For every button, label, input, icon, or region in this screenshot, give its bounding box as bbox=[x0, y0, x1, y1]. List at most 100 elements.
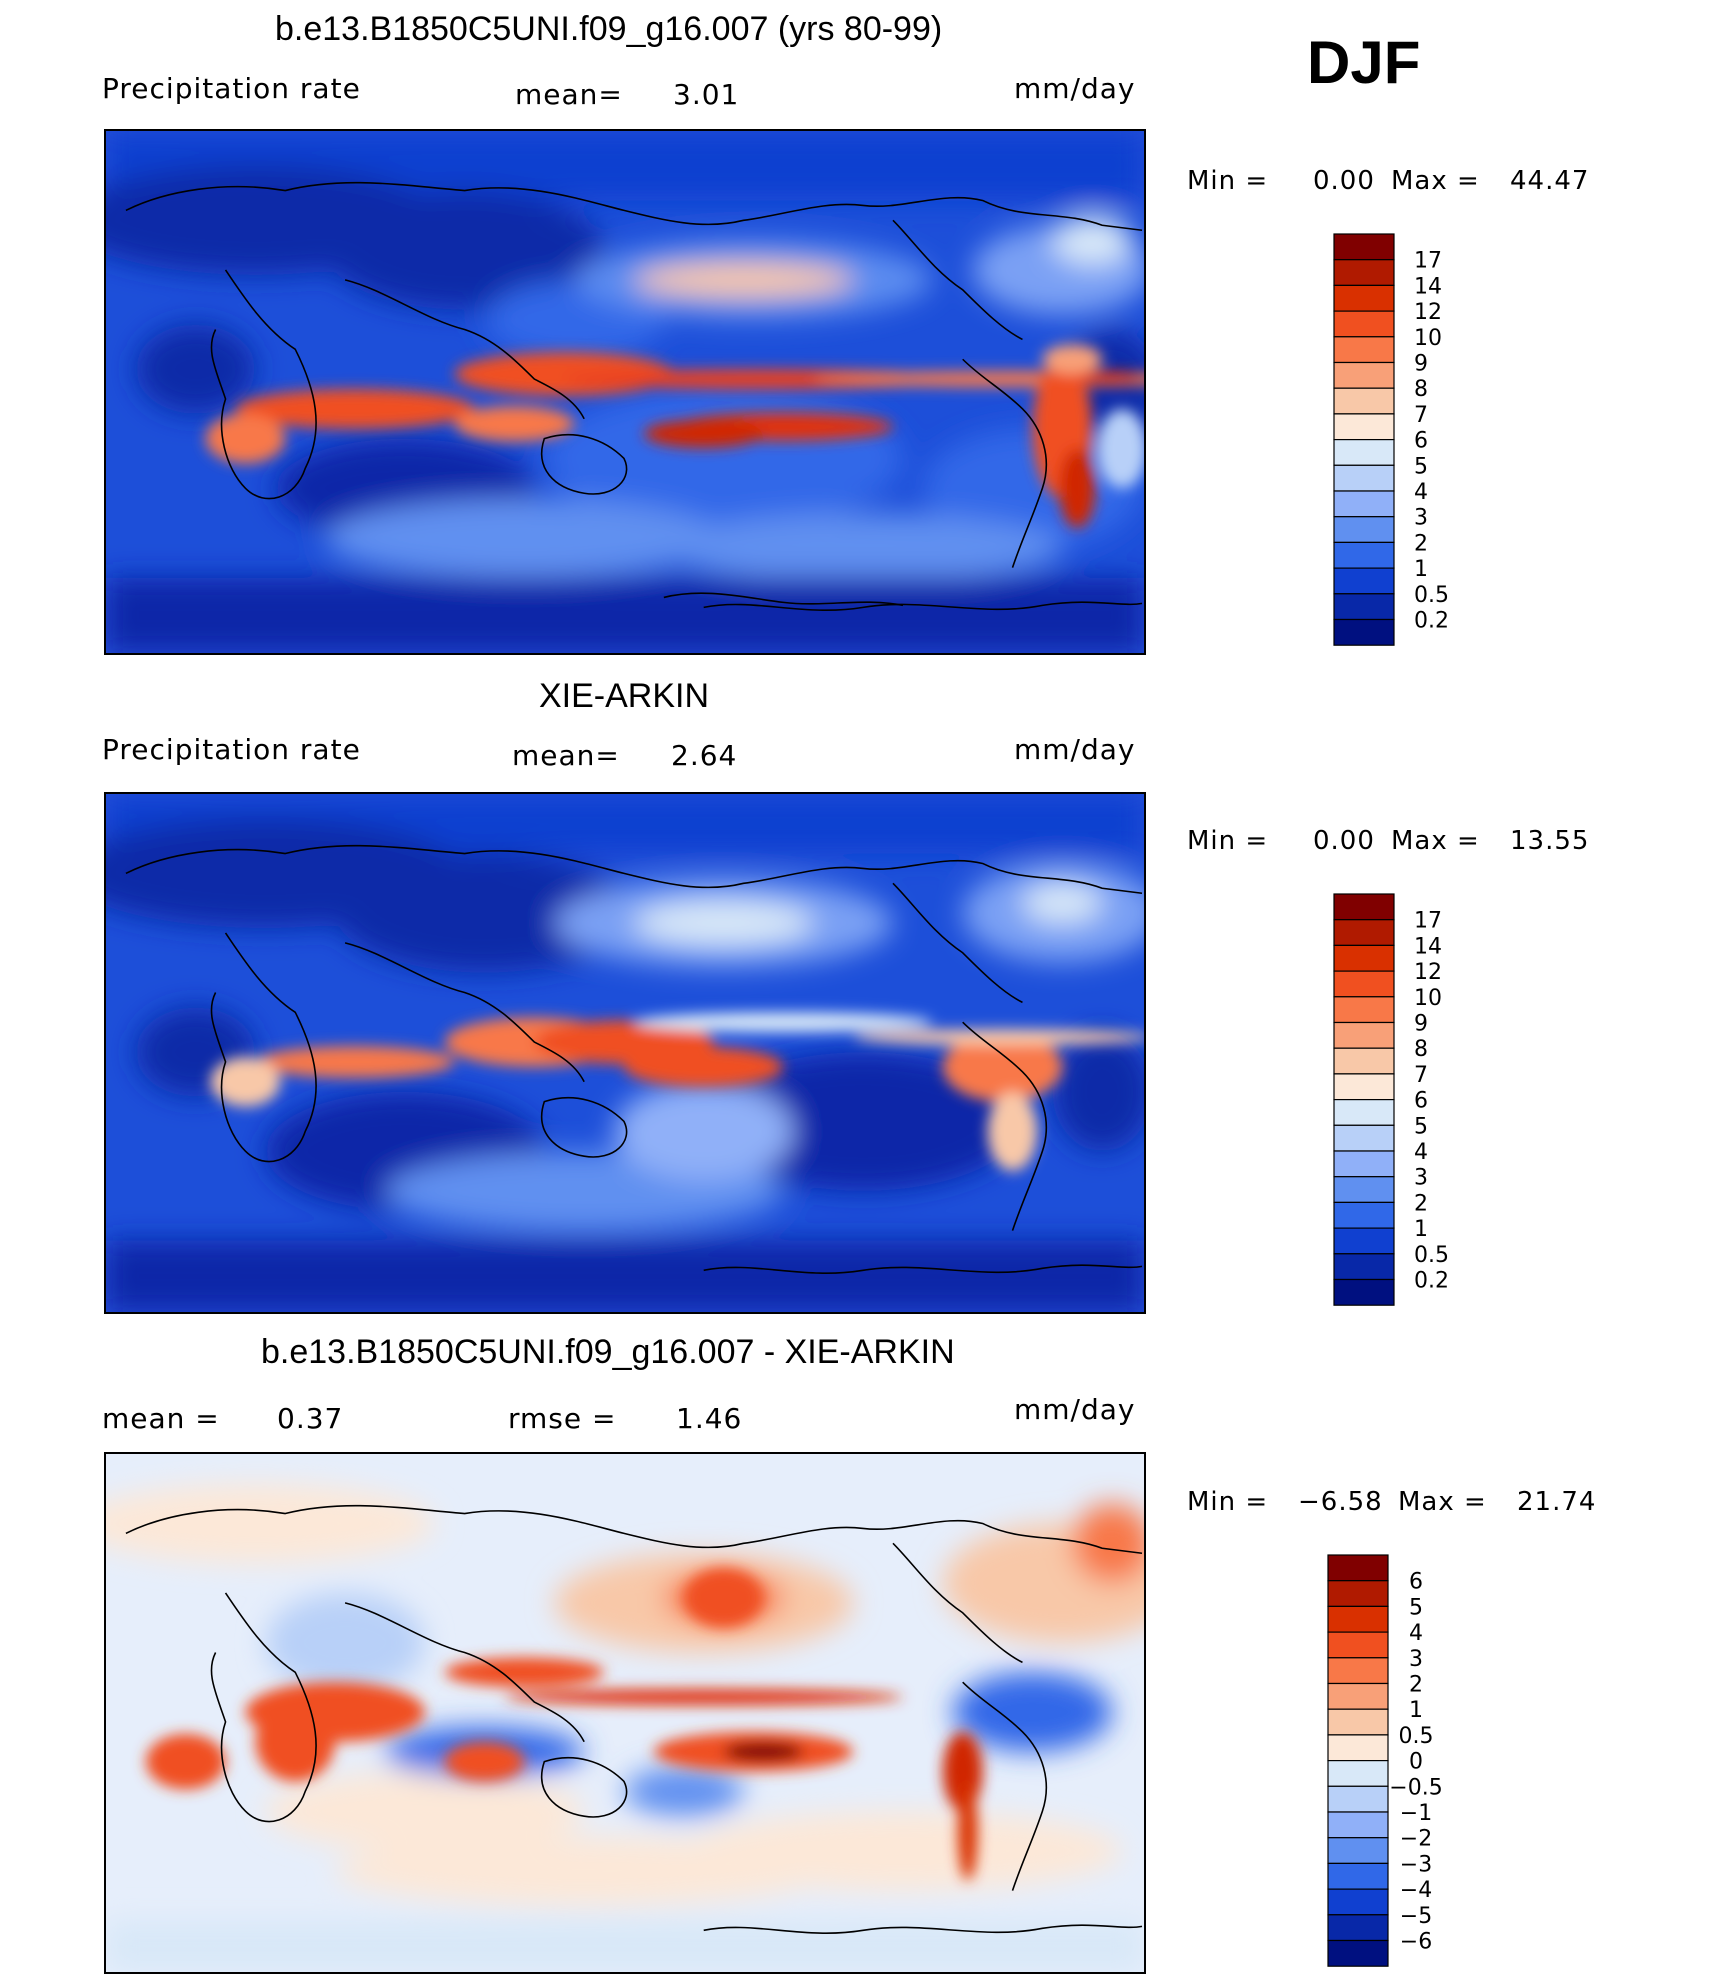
panel-2-colorbar: 17 14 12 10 9 8 7 6 5 4 3 2 1 0.5 0.2 bbox=[1333, 893, 1493, 1309]
colorbar-tick-label: 4 bbox=[1414, 480, 1428, 505]
colorbar-swatch bbox=[1333, 919, 1395, 947]
colorbar-swatch bbox=[1333, 336, 1395, 364]
colorbar-tick-label: 1 bbox=[1414, 557, 1428, 582]
colorbar-tick-label: 5 bbox=[1409, 1595, 1423, 1620]
season-label: DJF bbox=[1307, 29, 1421, 96]
panel-2-map bbox=[104, 792, 1146, 1314]
panel-2-min-label: Min = bbox=[1187, 826, 1269, 856]
colorbar-swatch bbox=[1333, 1227, 1395, 1255]
panel-3-colorbar: 6 5 4 3 2 1 0.5 0 −0.5 −1 −2 −3 −4 −5 −6 bbox=[1327, 1554, 1487, 1970]
colorbar-tick-label: 1 bbox=[1414, 1217, 1428, 1242]
colorbar-swatch bbox=[1333, 516, 1395, 544]
panel-2-map-svg bbox=[106, 794, 1144, 1312]
colorbar-swatch bbox=[1327, 1888, 1389, 1916]
colorbar-tick-label: 9 bbox=[1414, 1012, 1428, 1037]
colorbar-swatch bbox=[1333, 439, 1395, 466]
colorbar-tick-label: −4 bbox=[1400, 1878, 1432, 1903]
colorbar-swatch bbox=[1327, 1914, 1389, 1942]
panel-1-variable-label: Precipitation rate bbox=[102, 72, 361, 105]
colorbar-swatch bbox=[1327, 1657, 1389, 1685]
colorbar-tick-label: 3 bbox=[1414, 506, 1428, 531]
colorbar-swatch bbox=[1333, 567, 1395, 595]
colorbar-swatch bbox=[1333, 970, 1395, 998]
panel-1-colorbar: 17 14 12 10 9 8 7 6 5 4 3 2 1 0.5 0.2 bbox=[1333, 233, 1493, 649]
colorbar-swatch bbox=[1333, 284, 1395, 312]
colorbar-swatch bbox=[1333, 1124, 1395, 1152]
colorbar-swatch bbox=[1333, 593, 1395, 621]
panel-3-max-label: Max = bbox=[1398, 1487, 1487, 1517]
colorbar-tick-label: 2 bbox=[1414, 531, 1428, 556]
colorbar-swatch bbox=[1327, 1811, 1389, 1839]
colorbar-swatch bbox=[1333, 1201, 1395, 1229]
panel-1-map bbox=[104, 129, 1146, 655]
colorbar-swatch bbox=[1327, 1605, 1389, 1633]
colorbar-tick-label: 4 bbox=[1409, 1621, 1423, 1646]
colorbar-swatch bbox=[1333, 413, 1395, 441]
colorbar-swatch bbox=[1333, 1150, 1395, 1178]
colorbar-swatch bbox=[1327, 1939, 1389, 1967]
colorbar-tick-label: 8 bbox=[1414, 377, 1428, 402]
panel-2-max-value: 13.55 bbox=[1510, 826, 1590, 856]
panel-2-mean-value: 2.64 bbox=[671, 739, 738, 772]
colorbar-tick-label: 10 bbox=[1414, 326, 1442, 351]
colorbar-swatch bbox=[1333, 1021, 1395, 1049]
colorbar-tick-label: 0 bbox=[1409, 1750, 1423, 1775]
colorbar-swatch bbox=[1333, 1073, 1395, 1101]
colorbar-tick-label: −5 bbox=[1400, 1904, 1432, 1929]
colorbar-tick-label: 5 bbox=[1414, 454, 1428, 479]
colorbar-swatch bbox=[1327, 1580, 1389, 1608]
panel-3-title: b.e13.B1850C5UNI.f09_g16.007 - XIE-ARKIN bbox=[261, 1333, 955, 1371]
panel-3-map bbox=[104, 1452, 1146, 1974]
colorbar-swatch bbox=[1333, 387, 1395, 415]
panel-1-coastlines bbox=[125, 181, 1143, 611]
colorbar-swatch bbox=[1327, 1785, 1389, 1813]
colorbar-swatch bbox=[1327, 1760, 1389, 1787]
colorbar-swatch bbox=[1333, 259, 1395, 287]
panel-2-variable-label: Precipitation rate bbox=[102, 733, 361, 766]
colorbar-tick-label: 6 bbox=[1414, 1089, 1428, 1114]
colorbar-tick-label: 0.5 bbox=[1414, 583, 1449, 608]
panel-1-mean-value: 3.01 bbox=[673, 78, 740, 111]
colorbar-swatch bbox=[1333, 464, 1395, 492]
colorbar-tick-label: 14 bbox=[1414, 274, 1442, 299]
panel-2-units: mm/day bbox=[1014, 733, 1136, 766]
colorbar-tick-label: 0.2 bbox=[1414, 1269, 1449, 1294]
colorbar-tick-label: 17 bbox=[1414, 249, 1442, 274]
colorbar-tick-label: −1 bbox=[1400, 1801, 1432, 1826]
colorbar-swatch bbox=[1327, 1554, 1389, 1582]
colorbar-swatch bbox=[1333, 893, 1395, 921]
panel-3-min-value: −6.58 bbox=[1298, 1487, 1383, 1517]
colorbar-swatch bbox=[1333, 944, 1395, 972]
colorbar-tick-label: 17 bbox=[1414, 909, 1442, 934]
panel-1-title: b.e13.B1850C5UNI.f09_g16.007 (yrs 80-99) bbox=[275, 10, 943, 48]
colorbar-tick-label: 12 bbox=[1414, 300, 1442, 325]
colorbar-tick-label: 6 bbox=[1409, 1570, 1423, 1595]
colorbar-tick-label: 2 bbox=[1414, 1191, 1428, 1216]
panel-3-rmse-label: rmse = bbox=[508, 1402, 617, 1435]
panel-1-map-svg bbox=[106, 131, 1144, 653]
colorbar-tick-label: 4 bbox=[1414, 1140, 1428, 1165]
colorbar-swatch bbox=[1333, 1253, 1395, 1281]
colorbar-swatch bbox=[1333, 310, 1395, 338]
panel-1-min-label: Min = bbox=[1187, 166, 1269, 196]
colorbar-swatch bbox=[1327, 1862, 1389, 1890]
colorbar-tick-label: 3 bbox=[1409, 1647, 1423, 1672]
panel-2-title: XIE-ARKIN bbox=[539, 677, 710, 715]
colorbar-swatch bbox=[1327, 1708, 1389, 1736]
colorbar-tick-label: 3 bbox=[1414, 1166, 1428, 1191]
colorbar-swatch bbox=[1333, 490, 1395, 518]
colorbar-tick-label: 5 bbox=[1414, 1114, 1428, 1139]
colorbar-tick-label: 0.5 bbox=[1399, 1724, 1434, 1749]
colorbar-swatch bbox=[1333, 541, 1395, 569]
colorbar-tick-label: −3 bbox=[1400, 1852, 1432, 1877]
panel-2-min-value: 0.00 bbox=[1313, 826, 1375, 856]
panel-3-mean-value: 0.37 bbox=[277, 1402, 344, 1435]
colorbar-swatch bbox=[1327, 1631, 1389, 1659]
panel-3-map-svg bbox=[106, 1454, 1144, 1972]
panel-2-coastlines bbox=[125, 844, 1143, 1274]
panel-1-min-value: 0.00 bbox=[1313, 166, 1375, 196]
colorbar-swatch bbox=[1327, 1682, 1389, 1710]
colorbar-tick-label: 10 bbox=[1414, 986, 1442, 1011]
